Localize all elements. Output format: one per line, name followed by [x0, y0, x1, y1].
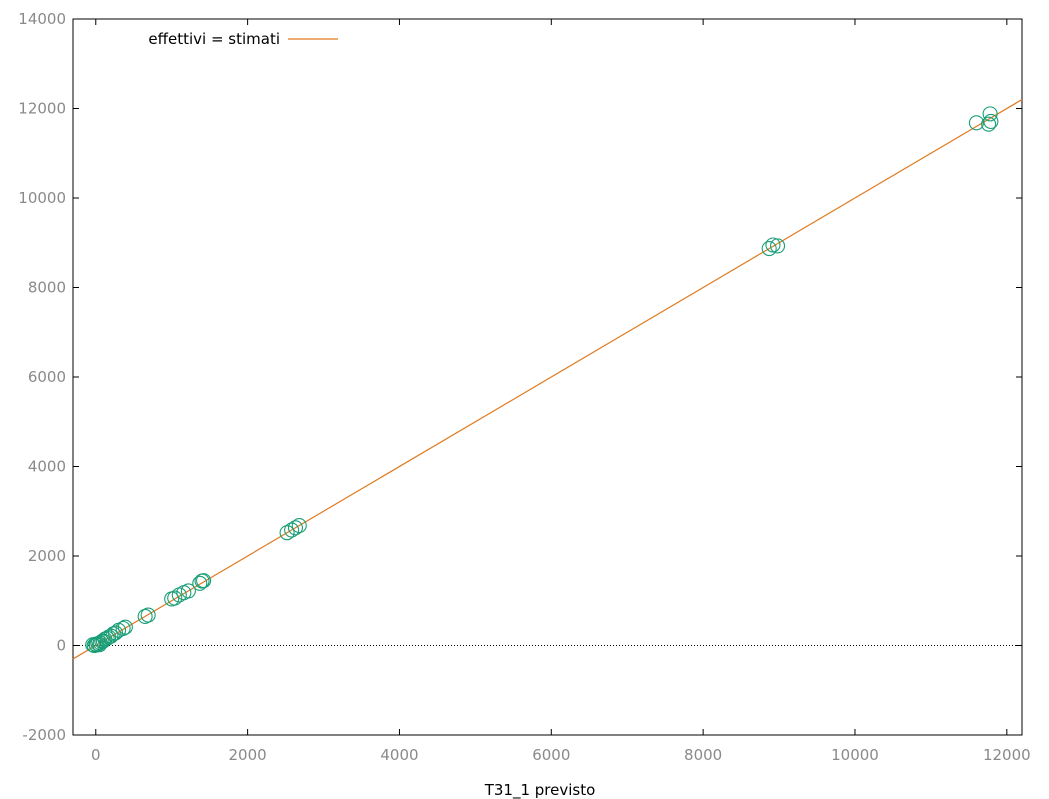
data-point — [117, 619, 133, 635]
x-tick-label: 4000 — [380, 746, 418, 764]
x-tick-label: 6000 — [532, 746, 570, 764]
x-tick-label: 10000 — [831, 746, 879, 764]
data-point — [765, 237, 781, 253]
legend-label: effettivi = stimati — [148, 30, 280, 48]
data-point — [981, 116, 997, 132]
data-point — [140, 607, 156, 623]
x-axis-title: T31_1 previsto — [484, 781, 596, 799]
y-tick-label: 10000 — [18, 189, 66, 207]
data-points — [85, 106, 999, 654]
data-point — [103, 628, 119, 644]
data-point — [115, 620, 131, 637]
x-tick-label: 8000 — [684, 746, 722, 764]
data-point — [287, 520, 303, 536]
data-point — [761, 241, 777, 257]
data-point — [284, 522, 300, 538]
y-tick-label: 4000 — [28, 458, 66, 476]
y-tick-label: 8000 — [28, 279, 66, 297]
data-point — [279, 525, 295, 541]
y-tick-label: 0 — [56, 637, 66, 655]
data-point — [983, 113, 999, 130]
data-point — [192, 575, 208, 591]
data-point — [167, 590, 183, 606]
y-tick-label: 12000 — [18, 100, 66, 118]
plot-frame — [72, 18, 1023, 736]
data-point — [196, 573, 212, 589]
x-tick-label: 0 — [91, 746, 101, 764]
legend: effettivi = stimati — [148, 30, 338, 48]
data-point — [769, 238, 786, 254]
y-tick-label: -2000 — [22, 726, 66, 744]
axes: 0 2000 4000 6000 8000 10000 12000 -2000 0 2000 400… — [18, 10, 1030, 764]
data-point — [137, 608, 153, 624]
fit-line — [72, 99, 1023, 660]
data-point — [180, 583, 196, 599]
fit-line-group — [72, 99, 1023, 660]
data-point — [291, 518, 307, 534]
y-tick-label: 2000 — [28, 547, 66, 565]
data-point — [95, 633, 111, 649]
x-tick-label: 2000 — [229, 746, 267, 764]
data-point — [982, 106, 998, 122]
y-tick-label: 14000 — [18, 10, 66, 28]
y-tick-label: 6000 — [28, 368, 66, 386]
x-tick-label: 12000 — [983, 746, 1031, 764]
